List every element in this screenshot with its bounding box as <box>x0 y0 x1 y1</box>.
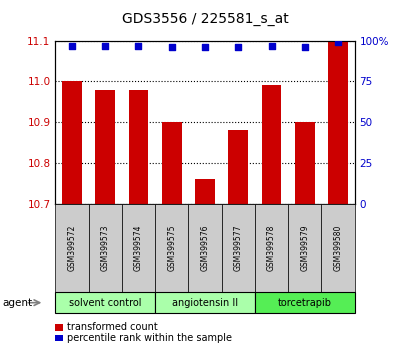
Point <box>102 43 108 48</box>
Point <box>69 43 75 48</box>
Text: GDS3556 / 225581_s_at: GDS3556 / 225581_s_at <box>121 12 288 27</box>
Bar <box>288 204 321 292</box>
Point <box>267 43 274 48</box>
Bar <box>254 204 288 292</box>
Bar <box>88 204 121 292</box>
Text: agent: agent <box>2 298 32 308</box>
Text: GSM399573: GSM399573 <box>101 224 110 271</box>
Bar <box>128 90 148 204</box>
Text: GSM399575: GSM399575 <box>167 224 176 271</box>
Bar <box>162 122 181 204</box>
Point <box>201 44 208 50</box>
Text: GSM399576: GSM399576 <box>200 224 209 271</box>
Text: GSM399580: GSM399580 <box>333 224 342 271</box>
Text: angiotensin II: angiotensin II <box>171 298 238 308</box>
Bar <box>294 122 314 204</box>
Text: transformed count: transformed count <box>67 322 157 332</box>
Bar <box>228 130 247 204</box>
Text: GSM399574: GSM399574 <box>134 224 143 271</box>
Bar <box>62 81 82 204</box>
Text: percentile rank within the sample: percentile rank within the sample <box>67 333 231 343</box>
Bar <box>321 204 354 292</box>
Bar <box>195 179 214 204</box>
Bar <box>327 41 347 204</box>
Point <box>135 43 142 48</box>
Text: GSM399578: GSM399578 <box>266 224 275 271</box>
Bar <box>121 204 155 292</box>
Text: GSM399572: GSM399572 <box>67 224 76 271</box>
Bar <box>254 292 354 313</box>
Bar <box>188 204 221 292</box>
Bar <box>55 292 155 313</box>
Point <box>168 44 175 50</box>
Text: torcetrapib: torcetrapib <box>277 298 331 308</box>
Text: GSM399579: GSM399579 <box>299 224 308 271</box>
Bar <box>55 204 88 292</box>
Text: solvent control: solvent control <box>69 298 141 308</box>
Point <box>301 44 307 50</box>
Bar <box>155 204 188 292</box>
Bar <box>95 90 115 204</box>
Point <box>234 44 241 50</box>
Text: GSM399577: GSM399577 <box>233 224 242 271</box>
Bar <box>155 292 254 313</box>
Bar <box>261 85 281 204</box>
Point <box>334 40 340 45</box>
Bar <box>221 204 254 292</box>
